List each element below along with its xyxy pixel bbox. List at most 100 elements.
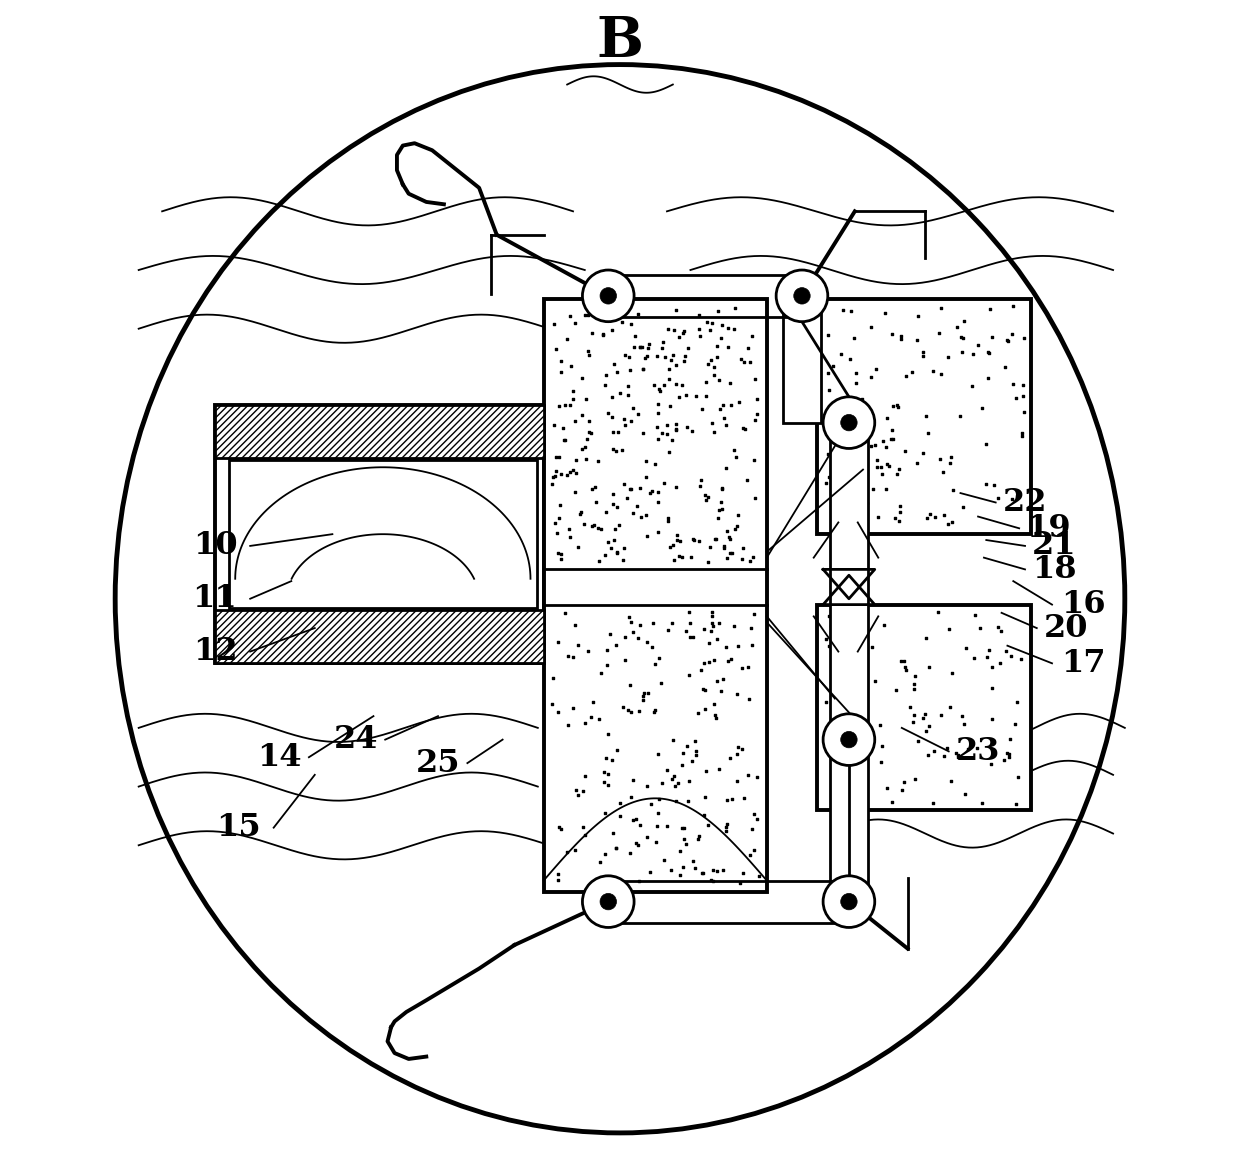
Point [982, 657, 1002, 676]
Point [1007, 693, 1027, 711]
Point [852, 718, 872, 737]
Point [650, 379, 670, 398]
Point [942, 663, 962, 682]
Point [862, 637, 882, 656]
Point [1012, 650, 1032, 669]
Point [713, 670, 733, 689]
Point [608, 363, 627, 382]
Point [575, 306, 595, 325]
Point [600, 625, 620, 643]
Point [905, 769, 925, 788]
Point [1002, 325, 1022, 344]
Point [852, 390, 872, 409]
Point [548, 508, 568, 527]
Point [1001, 730, 1021, 749]
Point [1003, 296, 1023, 315]
Point [818, 607, 838, 626]
Point [952, 707, 972, 726]
Point [689, 532, 709, 551]
Point [827, 734, 847, 753]
Point [711, 492, 730, 511]
Point [636, 506, 656, 525]
Point [691, 661, 711, 680]
Point [735, 420, 755, 439]
Point [882, 792, 901, 811]
Point [601, 539, 621, 558]
Point [670, 532, 689, 551]
Point [621, 788, 641, 807]
Point [606, 838, 626, 857]
Point [831, 783, 851, 802]
Point [694, 805, 714, 824]
Point [702, 602, 722, 621]
Point [714, 409, 734, 427]
Point [955, 785, 975, 804]
Point [1012, 426, 1032, 445]
Point [928, 602, 947, 621]
Bar [215, 405, 543, 663]
Point [672, 376, 692, 394]
Point [880, 430, 900, 448]
Point [720, 749, 740, 768]
Point [548, 871, 568, 890]
Point [680, 666, 699, 684]
Point [738, 657, 758, 676]
Point [591, 519, 611, 538]
Point [598, 764, 618, 783]
Point [673, 743, 693, 762]
Text: 24: 24 [334, 724, 378, 755]
Point [724, 519, 744, 538]
Point [963, 649, 983, 668]
Point [624, 622, 644, 641]
Point [851, 691, 870, 710]
Point [649, 789, 668, 808]
Point [978, 343, 998, 362]
Point [893, 781, 913, 799]
Point [572, 502, 591, 521]
Point [632, 424, 652, 443]
Point [931, 298, 951, 317]
Point [748, 390, 768, 409]
Circle shape [776, 270, 828, 322]
Point [719, 527, 739, 546]
Point [625, 326, 645, 345]
Point [574, 514, 594, 533]
Point [935, 747, 955, 765]
Point [548, 864, 568, 883]
Point [870, 716, 890, 735]
Point [611, 313, 631, 332]
Point [698, 355, 718, 373]
Point [711, 400, 730, 419]
Point [717, 548, 737, 567]
Point [842, 663, 862, 682]
Point [946, 744, 966, 763]
Point [556, 396, 575, 414]
Point [614, 538, 634, 556]
Point [666, 375, 686, 393]
Text: 20: 20 [1044, 613, 1089, 643]
Point [718, 319, 738, 338]
Point [981, 755, 1001, 774]
Point [594, 772, 614, 791]
Point [681, 627, 701, 646]
Point [636, 526, 656, 545]
Point [919, 657, 939, 676]
Point [862, 318, 882, 337]
Point [673, 857, 693, 876]
Point [565, 841, 585, 859]
Point [688, 305, 708, 324]
Point [918, 510, 937, 528]
Point [877, 454, 897, 473]
Point [941, 771, 961, 790]
Point [620, 702, 640, 721]
Point [665, 777, 684, 796]
Point [682, 421, 702, 440]
Point [666, 420, 686, 439]
Point [645, 701, 665, 720]
Point [647, 346, 667, 365]
Point [744, 605, 764, 623]
Point [718, 652, 738, 670]
Point [724, 321, 744, 339]
Point [551, 351, 570, 370]
Point [567, 451, 587, 470]
